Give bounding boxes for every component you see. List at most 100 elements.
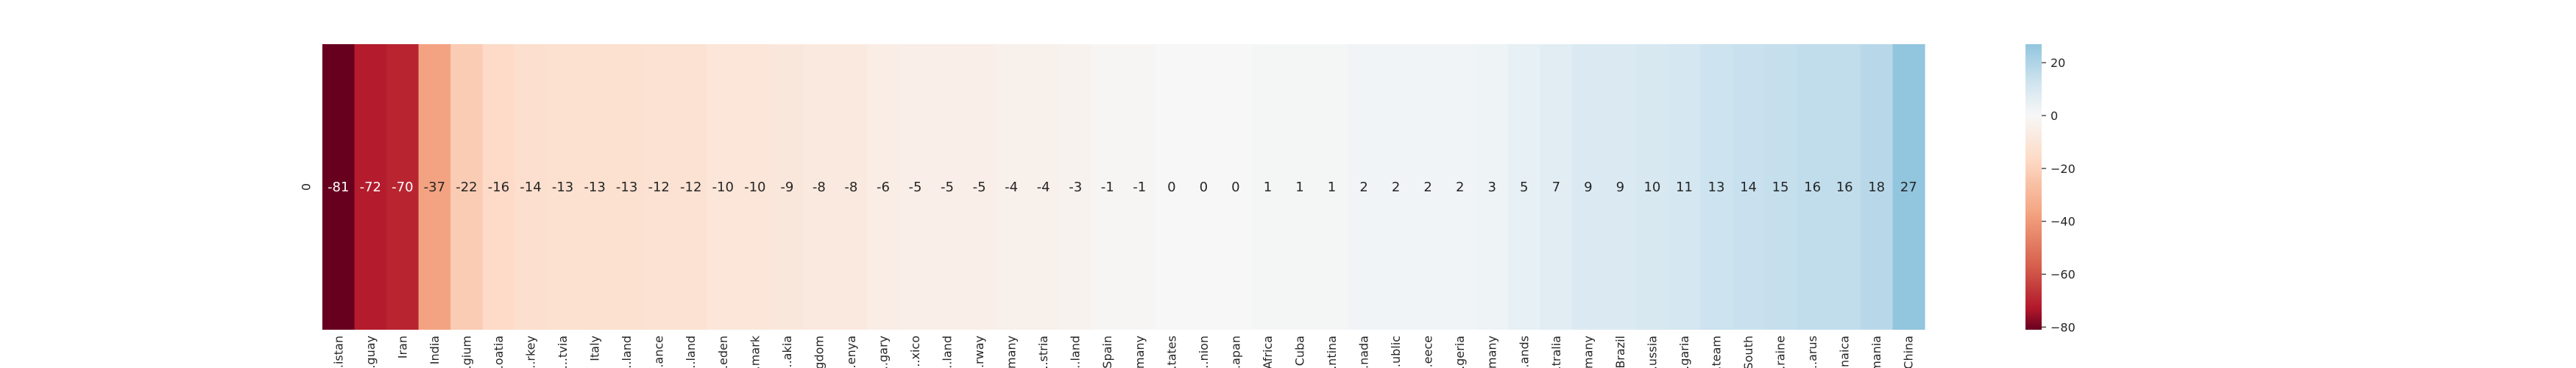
x-tick-label: ...stria xyxy=(1036,336,1050,368)
cell-value-label: -5 xyxy=(973,180,986,195)
x-tick-label: ...land xyxy=(684,336,698,368)
x-tick-label: ...many xyxy=(1485,336,1499,368)
x-tick-label: ...apan xyxy=(1228,336,1242,368)
cell-value-label: 0 xyxy=(1231,180,1239,195)
heatmap-cell xyxy=(835,44,868,330)
x-tick-label: Spain xyxy=(1100,336,1114,368)
x-tick-label: ...tates xyxy=(1164,336,1178,368)
y-tick-labels: 0 xyxy=(300,183,314,191)
heatmap-cell xyxy=(1187,44,1220,330)
cell-value-label: -81 xyxy=(328,180,349,195)
heatmap-cells: -81 -72 -70 -37 -22 -16 -14 -13 -13 -13 -12 -12 -10-… xyxy=(322,44,1925,330)
heatmap-cell xyxy=(450,44,484,330)
heatmap-cell xyxy=(418,44,451,330)
x-tick-label: ...mark xyxy=(748,335,762,368)
heatmap-cell xyxy=(1572,44,1605,330)
heatmap-cell xyxy=(1379,44,1412,330)
cell-value-label: 16 xyxy=(1836,180,1853,195)
heatmap-cell xyxy=(1700,44,1733,330)
heatmap-cell xyxy=(1123,44,1156,330)
x-tick-label: ...land xyxy=(1069,336,1083,368)
cell-value-label: 9 xyxy=(1616,180,1624,195)
colorbar-tick-label: −40 xyxy=(2050,215,2076,229)
cell-value-label: 1 xyxy=(1295,180,1303,195)
cell-value-label: 2 xyxy=(1359,180,1367,195)
cell-value-label: -6 xyxy=(877,180,890,195)
x-tick-label: ...istan xyxy=(331,336,345,368)
cell-value-label: 2 xyxy=(1423,180,1432,195)
heatmap-cell xyxy=(1764,44,1797,330)
heatmap-cell xyxy=(771,44,804,330)
x-tick-label: ...eden xyxy=(716,336,730,368)
x-tick-label: ...xico xyxy=(908,336,922,368)
cell-value-label: -22 xyxy=(456,180,477,195)
x-tick-label: ...rkey xyxy=(524,336,538,368)
x-tick-label: ...gary xyxy=(876,336,890,368)
x-tick-label: ...rway xyxy=(972,336,986,368)
heatmap-cell xyxy=(1636,44,1669,330)
heatmap-cell xyxy=(1156,44,1189,330)
colorbar-tick-label: 20 xyxy=(2050,56,2065,70)
x-tick-label: ...tralia xyxy=(1549,336,1563,368)
cell-value-label: 16 xyxy=(1804,180,1821,195)
heatmap-cell xyxy=(1412,44,1445,330)
colorbar-tick-label: −80 xyxy=(2050,320,2076,334)
cell-value-label: 15 xyxy=(1772,180,1789,195)
heatmap-cell xyxy=(1668,44,1701,330)
heatmap-cell xyxy=(963,44,996,330)
x-tick-label: ...raine xyxy=(1774,336,1788,368)
colorbar-tick-label: −60 xyxy=(2050,268,2076,282)
x-tick-label: ...gdom xyxy=(812,336,826,368)
cell-value-label: 27 xyxy=(1900,180,1917,195)
x-tick-label: ...many xyxy=(1005,336,1019,368)
x-tick-label: ...nion xyxy=(1197,336,1211,368)
cell-value-label: -5 xyxy=(941,180,954,195)
x-tick-label: ...many xyxy=(1133,336,1147,368)
x-tick-label: ...enya xyxy=(844,336,858,368)
heatmap-cell xyxy=(1315,44,1348,330)
x-tick-label: ...ussia xyxy=(1645,336,1659,368)
heatmap-cell xyxy=(546,44,579,330)
cell-value-label: -1 xyxy=(1101,180,1114,195)
heatmap-cell xyxy=(1732,44,1765,330)
cell-value-label: 9 xyxy=(1584,180,1592,195)
x-tick-label: ...many xyxy=(1581,336,1595,368)
heatmap-cell xyxy=(674,44,708,330)
cell-value-label: 1 xyxy=(1328,180,1336,195)
cell-value-label: -14 xyxy=(520,180,541,195)
heatmap-cell xyxy=(1507,44,1541,330)
x-tick-label: ...nada xyxy=(1357,336,1371,368)
cell-value-label: -5 xyxy=(909,180,922,195)
heatmap-cell xyxy=(1251,44,1284,330)
heatmap-cell xyxy=(1892,44,1925,330)
x-tick-label: ...mania xyxy=(1869,336,1883,368)
cell-value-label: -10 xyxy=(712,180,734,195)
y-tick-label: 0 xyxy=(300,183,314,191)
cell-value-label: 11 xyxy=(1676,180,1693,195)
cell-value-label: -16 xyxy=(488,180,509,195)
colorbar-gradient xyxy=(2025,44,2042,330)
cell-value-label: 14 xyxy=(1740,180,1757,195)
cell-value-label: -8 xyxy=(844,180,857,195)
colorbar-tick-label: 0 xyxy=(2050,109,2058,123)
cell-value-label: 3 xyxy=(1487,180,1496,195)
cell-value-label: 5 xyxy=(1520,180,1528,195)
cell-value-label: 18 xyxy=(1868,180,1885,195)
x-tick-label: ...team xyxy=(1709,336,1723,368)
x-tick-label: Italy xyxy=(588,336,602,361)
heatmap-cell xyxy=(1348,44,1381,330)
heatmap-cell xyxy=(386,44,420,330)
cell-value-label: 2 xyxy=(1392,180,1400,195)
x-tick-label: ...tvia xyxy=(556,336,570,368)
cell-value-label: -13 xyxy=(584,180,605,195)
x-tick-label: ...Africa xyxy=(1261,336,1275,368)
heatmap-cell xyxy=(1476,44,1509,330)
heatmap-cell xyxy=(578,44,612,330)
heatmap-cell xyxy=(931,44,964,330)
x-tick-label: ...guay xyxy=(364,336,378,368)
heatmap-cell xyxy=(514,44,548,330)
cell-value-label: -70 xyxy=(392,180,413,195)
cell-value-label: -4 xyxy=(1037,180,1050,195)
heatmap-cell xyxy=(1443,44,1477,330)
cell-value-label: -3 xyxy=(1069,180,1082,195)
